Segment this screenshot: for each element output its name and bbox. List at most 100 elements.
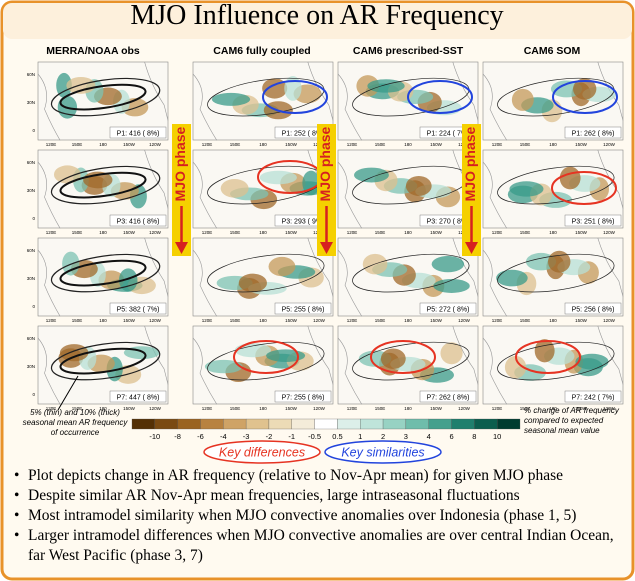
colorbar-swatch [200, 419, 223, 429]
lon-label: 120W [603, 142, 616, 147]
lon-label: 120W [603, 230, 616, 235]
lon-label: 120W [149, 318, 162, 323]
lon-label: 120E [492, 230, 503, 235]
contour-note: 5% (thin) and 10% (thick) seasonal mean … [20, 408, 130, 438]
lon-label: 120E [202, 142, 213, 147]
lon-label: 180 [99, 142, 107, 147]
lon-label: 180 [259, 230, 267, 235]
colorbar-note: % change of AR frequency compared to exp… [524, 406, 624, 436]
map-panel: P3: 416 ( 8%)120E150E180150W120W60N30N0 [27, 150, 168, 235]
lon-label: 120E [202, 318, 213, 323]
map-panel: P5: 255 ( 8%)120E150E180150W120W [193, 238, 333, 323]
colorbar-label: -1 [288, 432, 295, 441]
lon-label: 150W [285, 142, 298, 147]
lon-label: 120E [347, 230, 358, 235]
anomaly-patch [548, 251, 570, 273]
lon-label: 150E [520, 230, 531, 235]
lon-label: 180 [99, 230, 107, 235]
lon-label: 120E [492, 142, 503, 147]
anomaly-patch [509, 181, 543, 196]
lon-label: 120E [202, 406, 213, 411]
lon-label: 150E [72, 142, 83, 147]
colorbar-label: 0.5 [332, 432, 342, 441]
lat-label: 60N [27, 248, 35, 253]
colorbar-swatch [406, 419, 429, 429]
colorbar-label: -3 [243, 432, 250, 441]
lon-label: 180 [259, 406, 267, 411]
panel-label: P7: 262 ( 8%) [427, 395, 470, 402]
lon-label: 180 [404, 230, 412, 235]
lon-label: 150W [285, 318, 298, 323]
panel-label: P7: 447 ( 8%) [117, 395, 160, 402]
column-header: CAM6 fully coupled [213, 45, 310, 57]
lon-label: 180 [404, 406, 412, 411]
panel-label: P1: 262 ( 8%) [572, 131, 615, 138]
lon-label: 150E [230, 230, 241, 235]
lon-label: 120E [46, 142, 57, 147]
lon-label: 180 [404, 318, 412, 323]
anomaly-patch [212, 93, 250, 106]
lon-label: 150W [285, 230, 298, 235]
colorbar-swatch [246, 419, 269, 429]
lon-label: 150E [72, 318, 83, 323]
slide: MJO Influence on AR Frequency MERRA/NOAA… [0, 0, 635, 581]
anomaly-patch [512, 89, 534, 111]
lon-label: 150E [375, 142, 386, 147]
panel-label: P5: 382 ( 7%) [117, 307, 160, 314]
map-panel: P1: 416 ( 8%)120E150E180150W120W60N30N0 [27, 62, 168, 147]
lon-label: 120W [149, 406, 162, 411]
colorbar-swatch [360, 419, 383, 429]
slide-title: MJO Influence on AR Frequency [130, 0, 503, 31]
lon-label: 150W [123, 142, 136, 147]
phase-label: MJO phase [462, 126, 478, 201]
bullet: Larger intramodel differences when MJO c… [14, 526, 626, 566]
colorbar-swatch [155, 419, 178, 429]
anomaly-patch [367, 79, 404, 92]
map-panel: P5: 272 ( 8%)120E150E180150W120W [338, 238, 478, 323]
lon-label: 120E [202, 230, 213, 235]
lon-label: 150W [430, 318, 443, 323]
lon-label: 150E [230, 142, 241, 147]
lon-label: 120E [46, 230, 57, 235]
lon-label: 120E [46, 318, 57, 323]
anomaly-patch [496, 270, 528, 287]
colorbar-label: -6 [197, 432, 204, 441]
colorbar-label: 6 [449, 432, 453, 441]
anomaly-patch [560, 167, 581, 190]
anomaly-patch [433, 279, 470, 293]
lon-label: 180 [549, 230, 557, 235]
colorbar-label: 10 [493, 432, 501, 441]
colorbar-swatch [315, 419, 338, 429]
anomaly-patch [354, 168, 389, 183]
lon-label: 120W [313, 318, 326, 323]
panel-label: P5: 256 ( 8%) [572, 307, 615, 314]
phase-arrow: MJO phase [462, 124, 481, 256]
colorbar-label: 8 [472, 432, 476, 441]
anomaly-patch [221, 179, 249, 198]
lon-label: 150E [230, 406, 241, 411]
lat-label: 60N [27, 336, 35, 341]
lat-label: 30N [27, 364, 35, 369]
lat-label: 30N [27, 276, 35, 281]
column-header: CAM6 SOM [524, 45, 581, 57]
bullet-list: Plot depicts change in AR frequency (rel… [14, 466, 626, 566]
phase-arrow: MJO phase [317, 124, 336, 256]
lon-label: 150E [520, 318, 531, 323]
map-panel: P1: 252 ( 8%)120E150E180150W120W [193, 62, 333, 147]
phase-arrow: MJO phase [172, 124, 191, 256]
colorbar-label: 3 [404, 432, 408, 441]
colorbar-swatch [223, 419, 246, 429]
lon-label: 120W [458, 318, 471, 323]
anomaly-patch [62, 252, 79, 276]
lon-label: 120W [149, 142, 162, 147]
lon-label: 120E [347, 406, 358, 411]
lon-label: 120W [458, 406, 471, 411]
colorbar-label: -10 [149, 432, 160, 441]
lon-label: 150E [375, 406, 386, 411]
map-panel: P1: 262 ( 8%)120E150E180150W120W [483, 62, 623, 147]
lon-label: 150E [375, 230, 386, 235]
lon-label: 150E [230, 318, 241, 323]
